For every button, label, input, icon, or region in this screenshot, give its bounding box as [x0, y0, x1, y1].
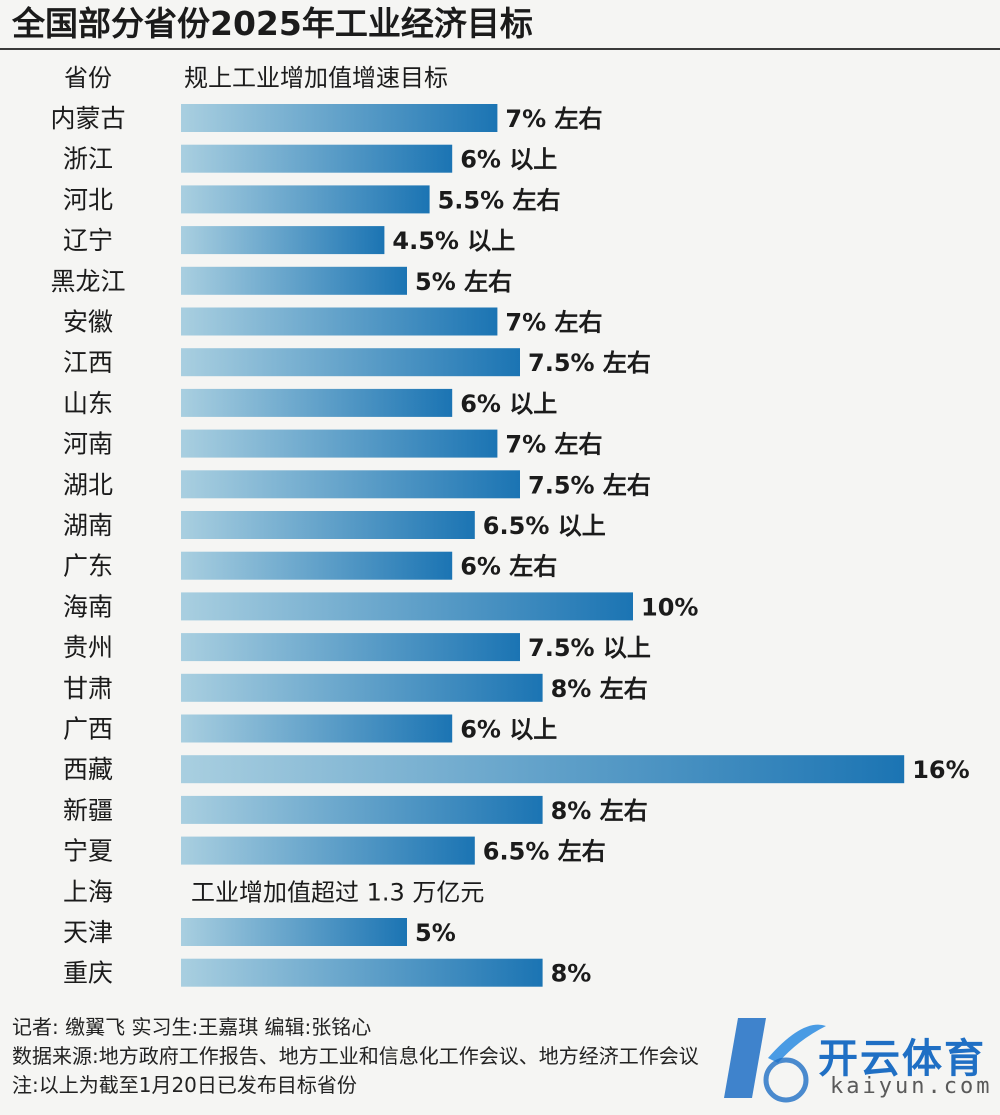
province-label: 河北: [63, 185, 113, 214]
bar: [181, 795, 543, 824]
header-target: 规上工业增加值增速目标: [184, 64, 448, 92]
province-label: 新疆: [63, 796, 113, 825]
bar: [181, 104, 498, 132]
bar-value-label: 7% 左右: [505, 309, 602, 337]
bar-value-label: 8% 左右: [551, 797, 648, 825]
province-label: 安徽: [63, 308, 113, 337]
bar-value-label: 16%: [912, 756, 969, 784]
bar: [181, 755, 905, 784]
bar-value-label: 10%: [641, 593, 698, 621]
bar: [181, 673, 543, 702]
bar: [181, 511, 475, 539]
title-divider: [0, 48, 1000, 50]
province-label: 天津: [63, 918, 113, 947]
province-label: 重庆: [63, 959, 113, 988]
bar: [181, 918, 407, 946]
bar-value-label: 7% 左右: [505, 105, 602, 133]
bar: [181, 633, 520, 662]
province-label: 贵州: [63, 633, 113, 662]
note-text: 注:以上为截至1月20日已发布目标省份: [12, 1073, 357, 1097]
bar-value-label: 6% 以上: [460, 716, 557, 744]
bar-value-label: 8% 左右: [551, 675, 648, 703]
province-label: 广西: [63, 715, 113, 744]
province-label: 甘肃: [63, 674, 113, 703]
bar: [181, 429, 498, 458]
province-label: 黑龙江: [50, 267, 125, 296]
bar: [181, 958, 543, 987]
province-label: 海南: [63, 592, 113, 621]
header-province: 省份: [64, 64, 112, 92]
bar: [181, 388, 453, 417]
credits-text: 记者: 缴翼飞 实习生:王嘉琪 编辑:张铭心: [12, 1015, 372, 1039]
bar: [181, 348, 520, 377]
bar-value-label: 6% 左右: [460, 553, 557, 581]
bar-value-label: 8%: [551, 960, 592, 988]
bar: [181, 836, 475, 865]
bar-value-label: 6.5% 以上: [483, 512, 606, 540]
bar-value-label: 7.5% 左右: [528, 471, 651, 499]
bar-value-label: 6% 以上: [460, 146, 557, 174]
bar: [181, 470, 520, 499]
province-label: 宁夏: [63, 837, 113, 866]
bar: [181, 185, 430, 214]
province-label: 河南: [63, 430, 113, 459]
watermark-brand: 开云体育: [818, 1036, 986, 1082]
bar-value-label: 5.5% 左右: [438, 186, 561, 214]
province-label: 西藏: [63, 755, 113, 784]
bar: [181, 144, 453, 173]
bar-value-label: 5%: [415, 919, 456, 947]
watermark-domain: kaiyun.com: [830, 1074, 993, 1099]
province-label: 山东: [63, 389, 113, 418]
bar-value-label: 7% 左右: [505, 431, 602, 459]
bar-value-label: 4.5% 以上: [392, 227, 515, 255]
province-label: 上海: [63, 877, 113, 906]
province-label: 辽宁: [63, 226, 113, 255]
bar: [181, 266, 407, 295]
bar: [181, 714, 453, 743]
source-text: 数据来源:地方政府工作报告、地方工业和信息化工作会议、地方经济工作会议: [12, 1044, 699, 1068]
bar: [181, 551, 453, 580]
bar: [181, 226, 385, 255]
province-label: 江西: [63, 348, 113, 377]
kaiyun-k-icon: [724, 1018, 826, 1103]
bar: [181, 592, 633, 621]
province-label: 广东: [63, 552, 113, 581]
watermark-logo: 开云体育 kaiyun.com: [718, 1008, 998, 1108]
bar-value-label: 5% 左右: [415, 268, 512, 296]
bar-value-label: 7.5% 以上: [528, 634, 651, 662]
province-label: 湖北: [63, 470, 113, 499]
bar-value-label: 工业增加值超过 1.3 万亿元: [191, 878, 484, 906]
bar-value-label: 7.5% 左右: [528, 349, 651, 377]
bar-value-label: 6% 以上: [460, 390, 557, 418]
bar: [181, 307, 498, 336]
province-label: 内蒙古: [50, 104, 125, 133]
chart-title: 全国部分省份2025年工业经济目标: [12, 4, 533, 43]
province-label: 湖南: [63, 511, 113, 540]
bar-value-label: 6.5% 左右: [483, 838, 606, 866]
province-label: 浙江: [63, 145, 113, 174]
